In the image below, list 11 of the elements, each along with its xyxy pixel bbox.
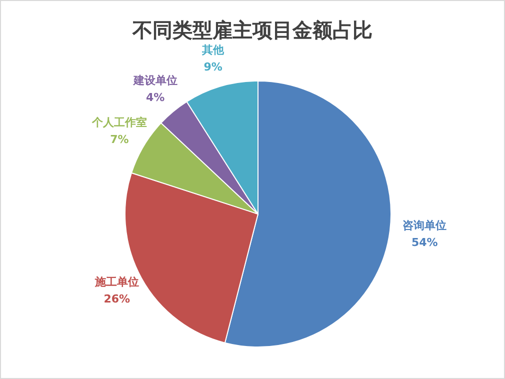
slice-label: 其他 [201, 43, 226, 56]
data-label: 4% [146, 90, 165, 104]
data-label: 54% [412, 236, 438, 250]
data-label: 9% [204, 60, 222, 74]
data-label: 26% [104, 292, 130, 306]
slice-label: 个人工作室 [90, 116, 147, 130]
chart-title: 不同类型雇主项目金额占比 [132, 18, 372, 42]
data-label: 7% [110, 133, 129, 146]
slice-label: 建设单位 [132, 74, 178, 87]
slice-label: 施工单位 [94, 276, 139, 289]
slice-label: 咨询单位 [402, 219, 447, 232]
